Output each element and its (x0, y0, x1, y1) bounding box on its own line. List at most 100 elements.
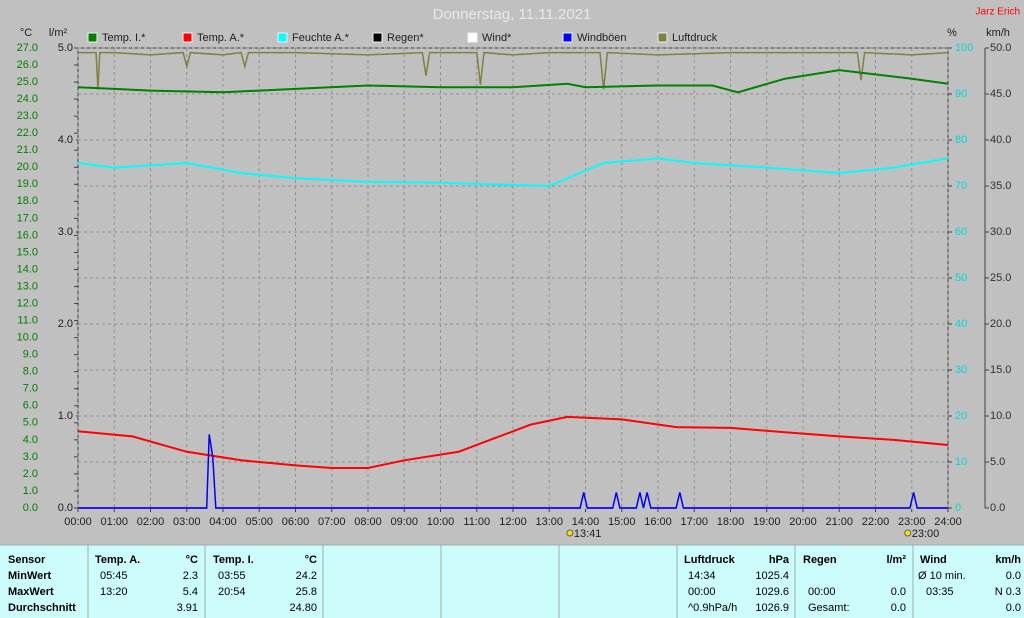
column-unit: °C (186, 554, 198, 566)
x-tick-label: 17:00 (680, 516, 708, 528)
cell: 24.80 (289, 602, 317, 614)
y-tick-label: 25.0 (990, 272, 1011, 284)
row-label: Sensor (8, 554, 46, 566)
y-tick-label: 17.0 (17, 212, 38, 224)
series-line (77, 157, 949, 188)
legend-label: Temp. A.* (197, 32, 245, 44)
y-tick-label: 0.0 (990, 502, 1005, 514)
legend-label: Windböen (577, 32, 627, 44)
column-header: Temp. I. (213, 554, 254, 566)
cell: 0.0 (1006, 570, 1021, 582)
x-tick-label: 11:00 (463, 516, 490, 528)
x-tick-label: 02:00 (137, 516, 165, 528)
cell: 5.4 (183, 586, 198, 598)
y-tick-label: 16.0 (17, 229, 38, 241)
y-tick-label: 10 (955, 456, 967, 468)
y-tick-label: 2.0 (58, 318, 73, 330)
legend-swatch (182, 32, 193, 43)
y-tick-label: 1.0 (58, 410, 73, 422)
column-header: Regen (803, 554, 837, 566)
x-tick-label: 09:00 (390, 516, 418, 528)
axis-label: % (947, 27, 957, 39)
cell: 1029.6 (755, 586, 789, 598)
cell: 3.91 (177, 602, 198, 614)
row-label: MinWert (8, 570, 52, 582)
x-tick-label: 00:00 (64, 516, 92, 528)
y-tick-label: 22.0 (17, 127, 38, 139)
cell: Gesamt: (808, 602, 850, 614)
cell: 0.0 (1006, 602, 1021, 614)
y-tick-label: 13.0 (17, 280, 38, 292)
legend-swatch (277, 32, 288, 43)
cell: 00:00 (808, 586, 836, 598)
x-tick-label: 14:00 (572, 516, 600, 528)
legend-swatch (467, 32, 478, 43)
y-tick-label: 20.0 (990, 318, 1011, 330)
column-header: Luftdruck (684, 554, 736, 566)
y-tick-label: 15.0 (17, 246, 38, 258)
cell: 0.0 (891, 602, 906, 614)
y-tick-label: 10.0 (17, 332, 38, 344)
y-tick-label: 26.0 (17, 59, 38, 71)
cell: Ø 10 min. (918, 570, 966, 582)
annotation: 23:00 (912, 528, 940, 540)
cell: 14:34 (688, 570, 716, 582)
cell: 20:54 (218, 586, 246, 598)
y-tick-label: 8.0 (23, 366, 38, 378)
y-tick-label: 50.0 (990, 42, 1011, 54)
x-tick-label: 06:00 (282, 516, 310, 528)
cell: 24.2 (296, 570, 317, 582)
y-tick-label: 4.0 (23, 434, 38, 446)
x-tick-label: 07:00 (318, 516, 346, 528)
x-tick-label: 12:00 (499, 516, 527, 528)
y-tick-label: 9.0 (23, 349, 38, 361)
legend-label: Wind* (482, 32, 512, 44)
cell: 05:45 (100, 570, 128, 582)
column-unit: km/h (995, 554, 1021, 566)
row-label: MaxWert (8, 586, 54, 598)
y-tick-label: 0.0 (58, 502, 73, 514)
y-tick-label: 19.0 (17, 178, 38, 190)
y-tick-label: 30.0 (990, 226, 1011, 238)
legend-swatch (372, 32, 383, 43)
y-tick-label: 7.0 (23, 383, 38, 395)
y-tick-label: 20.0 (17, 161, 38, 173)
column-unit: hPa (769, 554, 790, 566)
cell: 0.0 (891, 586, 906, 598)
y-tick-label: 60 (955, 226, 967, 238)
author: Jarz Erich (976, 7, 1020, 18)
x-tick-label: 24:00 (934, 516, 962, 528)
column-unit: l/m² (886, 554, 906, 566)
x-tick-label: 16:00 (644, 516, 672, 528)
cell: 03:35 (926, 586, 954, 598)
x-tick-label: 01:00 (100, 516, 128, 528)
y-tick-label: 10.0 (990, 410, 1011, 422)
y-tick-label: 4.0 (58, 134, 73, 146)
row-label: Durchschnitt (8, 602, 76, 614)
x-tick-label: 10:00 (427, 516, 455, 528)
y-tick-label: 14.0 (17, 263, 38, 275)
cell: ^0.9hPa/h (688, 602, 737, 614)
sun-marker (566, 529, 574, 537)
y-tick-label: 40.0 (990, 134, 1011, 146)
y-tick-label: 11.0 (17, 314, 38, 326)
y-tick-label: 35.0 (990, 180, 1011, 192)
cell: N 0.3 (995, 586, 1021, 598)
y-tick-label: 25.0 (17, 76, 38, 88)
stats-table (0, 545, 1024, 618)
x-tick-label: 04:00 (209, 516, 237, 528)
y-tick-label: 24.0 (17, 93, 38, 105)
x-tick-label: 05:00 (245, 516, 273, 528)
y-tick-label: 3.0 (23, 451, 38, 463)
chart-title: Donnerstag, 11.11.2021 (433, 6, 592, 23)
y-tick-label: 12.0 (17, 297, 38, 309)
y-tick-label: 5.0 (990, 456, 1005, 468)
legend-swatch (87, 32, 98, 43)
x-tick-label: 23:00 (898, 516, 926, 528)
y-tick-label: 23.0 (17, 110, 38, 122)
x-tick-label: 21:00 (825, 516, 853, 528)
axis-label: l/m² (49, 27, 68, 39)
legend-swatch (657, 32, 668, 43)
